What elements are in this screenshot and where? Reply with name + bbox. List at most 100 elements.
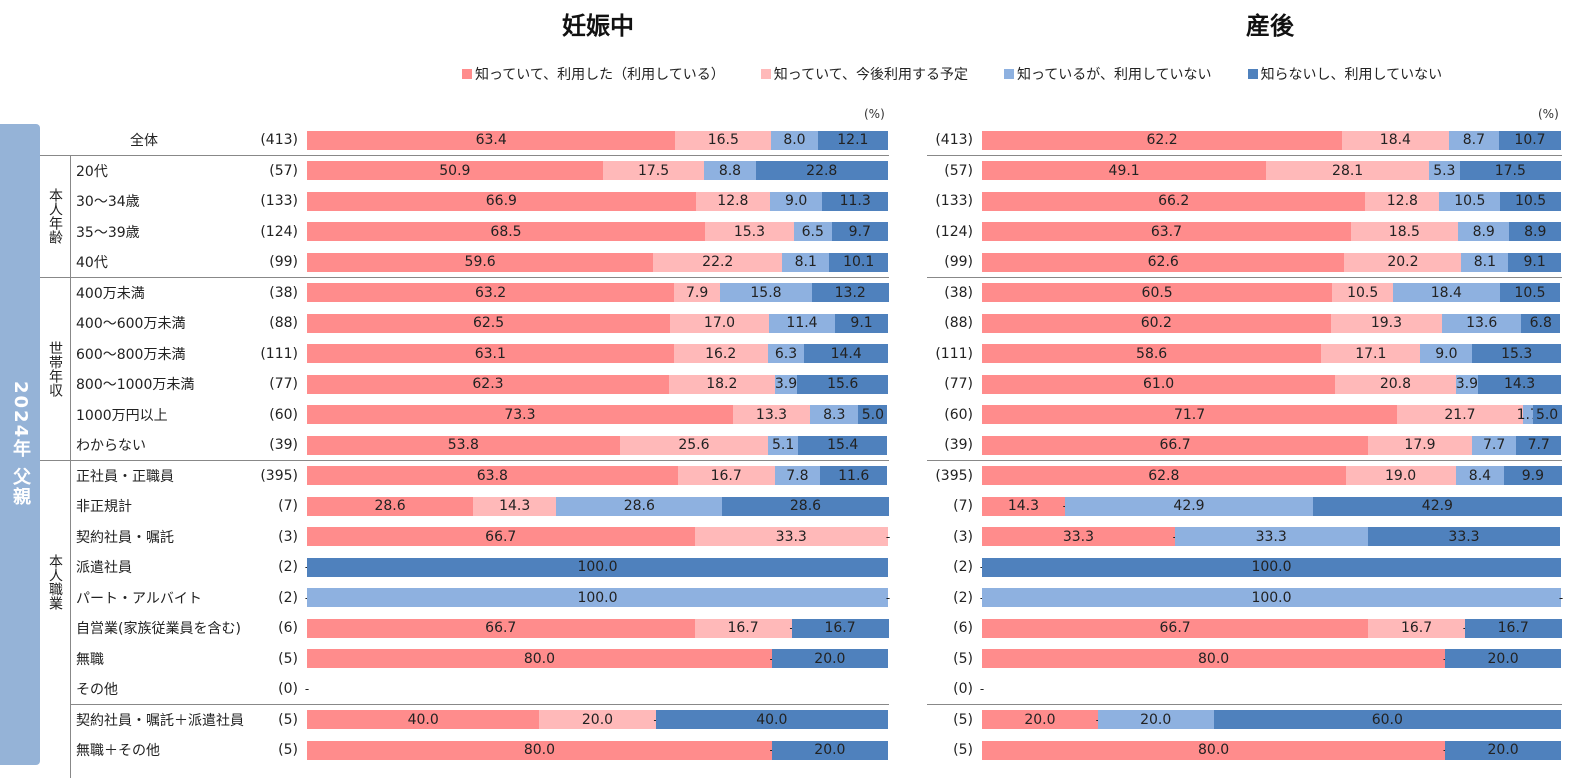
legend-item-used: 知っていて、利用した（利用している）: [462, 64, 725, 84]
row-sample-size: (7): [278, 498, 298, 514]
bar-value-label: 53.8: [447, 437, 479, 453]
bar-segment-plan: 17.9: [1368, 435, 1472, 455]
row-label: パート・アルバイト: [76, 590, 202, 607]
bar-value-label: 16.7: [824, 620, 856, 636]
zero-marker: -: [885, 590, 891, 605]
group-label-age: 本人年齢: [40, 155, 70, 277]
bar-value-label: 28.6: [374, 498, 406, 514]
bar-value-label: 58.6: [1136, 345, 1168, 362]
row-label: 無職: [76, 651, 104, 668]
bar-segment-unaware: 10.5: [1500, 191, 1561, 211]
bar-segment-plan: 15.3: [704, 222, 794, 241]
bar-segment-plan: 16.5: [675, 130, 772, 150]
bar-segment-plan: 22.2: [653, 252, 783, 272]
bar-value-label: 60.2: [1140, 315, 1172, 331]
bar-segment-plan: 19.3: [1330, 313, 1443, 333]
bar-value-label: 73.3: [504, 406, 536, 423]
legend-swatch-used: [462, 69, 472, 79]
bar-segment-plan: 20.8: [1335, 374, 1456, 394]
bar-segment-plan: 12.8: [1365, 191, 1440, 211]
bar-segment-plan: 16.7: [1368, 618, 1465, 638]
bar-segment-unaware: 100.0: [982, 557, 1561, 577]
bar-segment-plan: 18.2: [668, 374, 775, 394]
separator-combined-right: [927, 704, 1562, 705]
bar-value-label: 20.8: [1379, 376, 1411, 392]
bar-value-label: 15.8: [750, 284, 782, 301]
row-sample-size: (133): [935, 193, 973, 209]
bar-segment-used: 28.6: [307, 496, 474, 516]
bar-value-label: 18.5: [1388, 223, 1420, 240]
bar-segment-unaware: 9.1: [1508, 252, 1561, 272]
legend-label-used: 知っていて、利用した（利用している）: [475, 67, 725, 83]
bar-segment-unaware: 15.3: [1472, 344, 1561, 363]
bar-segment-unaware: 14.3: [1478, 374, 1561, 394]
row-sample-size: (0): [953, 681, 973, 697]
bar-value-label: 66.7: [485, 528, 517, 545]
separator-combined-left: [70, 704, 889, 705]
bar-value-label: 14.4: [830, 345, 862, 362]
group-label-occupation-text: 本人職業: [47, 554, 63, 610]
bar-value-label: 16.7: [1497, 620, 1529, 636]
legend-item-plan: 知っていて、今後利用する予定: [760, 64, 968, 84]
bar-segment-know-not-used: 3.9: [1455, 374, 1479, 394]
row-sample-size: (2): [953, 589, 973, 606]
bar-segment-plan: 18.4: [1342, 130, 1449, 150]
bar-value-label: 100.0: [1251, 589, 1292, 606]
row-sample-size: (57): [269, 162, 298, 179]
row-sample-size: (2): [278, 559, 298, 575]
bar-segment-used: 66.7: [982, 435, 1369, 455]
bar-value-label: 11.4: [786, 315, 818, 331]
bar-value-label: 9.9: [1521, 467, 1545, 484]
bar-value-label: 5.3: [1433, 162, 1456, 179]
row-sample-size: (6): [953, 620, 973, 636]
bar-segment-unaware: 100.0: [307, 557, 888, 577]
row-sample-size: (5): [953, 711, 973, 728]
bar-value-label: 20.0: [814, 650, 846, 667]
separator-age-right: [927, 277, 1562, 278]
bar-value-label: 11.3: [839, 193, 871, 209]
row-sample-size: (99): [944, 254, 973, 270]
bar-value-label: 7.9: [686, 284, 709, 301]
row-label: 35～39歳: [76, 224, 140, 241]
row-label: 契約社員・嘱託＋派遣社員: [76, 712, 244, 729]
bar-segment-plan: 17.0: [670, 313, 769, 333]
bar-value-label: 16.7: [710, 467, 742, 484]
bar-value-label: 13.3: [755, 406, 788, 423]
bar-segment-plan: 16.7: [694, 618, 792, 638]
group-label-occupation: 本人職業: [40, 460, 70, 704]
bar-segment-unaware: 5.0: [858, 405, 888, 424]
bar-value-label: 17.1: [1355, 345, 1387, 362]
bar-segment-plan: 19.0: [1345, 466, 1456, 485]
bar-value-label: 3.9: [1455, 376, 1479, 392]
bar-segment-unaware: 9.7: [831, 222, 888, 241]
group-label-income: 世帯年収: [40, 277, 70, 460]
bar-segment-know-not-used: 3.9: [774, 374, 798, 394]
zero-marker: -: [979, 682, 985, 696]
bar-value-label: 9.7: [848, 223, 871, 240]
group-divider-vertical: [70, 155, 71, 778]
bar-segment-unaware: 15.4: [797, 435, 888, 455]
row-sample-size: (77): [944, 376, 973, 392]
bar-segment-used: 63.4: [307, 130, 676, 150]
bar-segment-know-not-used: 20.0: [1097, 710, 1214, 729]
bar-value-label: 100.0: [577, 589, 618, 606]
bar-segment-know-not-used: 42.9: [1064, 496, 1314, 516]
bar-value-label: 16.2: [705, 345, 737, 362]
bar-value-label: 8.7: [1462, 132, 1485, 148]
bar-value-label: 80.0: [1198, 650, 1230, 667]
bar-segment-unaware: 20.0: [1445, 740, 1561, 760]
bar-value-label: 19.3: [1370, 315, 1402, 331]
bar-value-label: 12.8: [1386, 193, 1418, 209]
bar-segment-unaware: 16.7: [791, 618, 889, 638]
bar-segment-know-not-used: 8.3: [810, 405, 859, 424]
bar-segment-plan: 16.2: [673, 344, 768, 363]
row-sample-size: (6): [278, 620, 298, 636]
bar-segment-unaware: 11.6: [820, 466, 888, 485]
bar-segment-know-not-used: 6.5: [793, 222, 832, 241]
bar-value-label: 8.8: [718, 162, 742, 179]
bar-value-label: 15.6: [827, 376, 859, 392]
row-sample-size: (395): [935, 467, 973, 484]
bar-segment-plan: 25.6: [619, 435, 769, 455]
bar-segment-unaware: 33.3: [1367, 527, 1561, 546]
